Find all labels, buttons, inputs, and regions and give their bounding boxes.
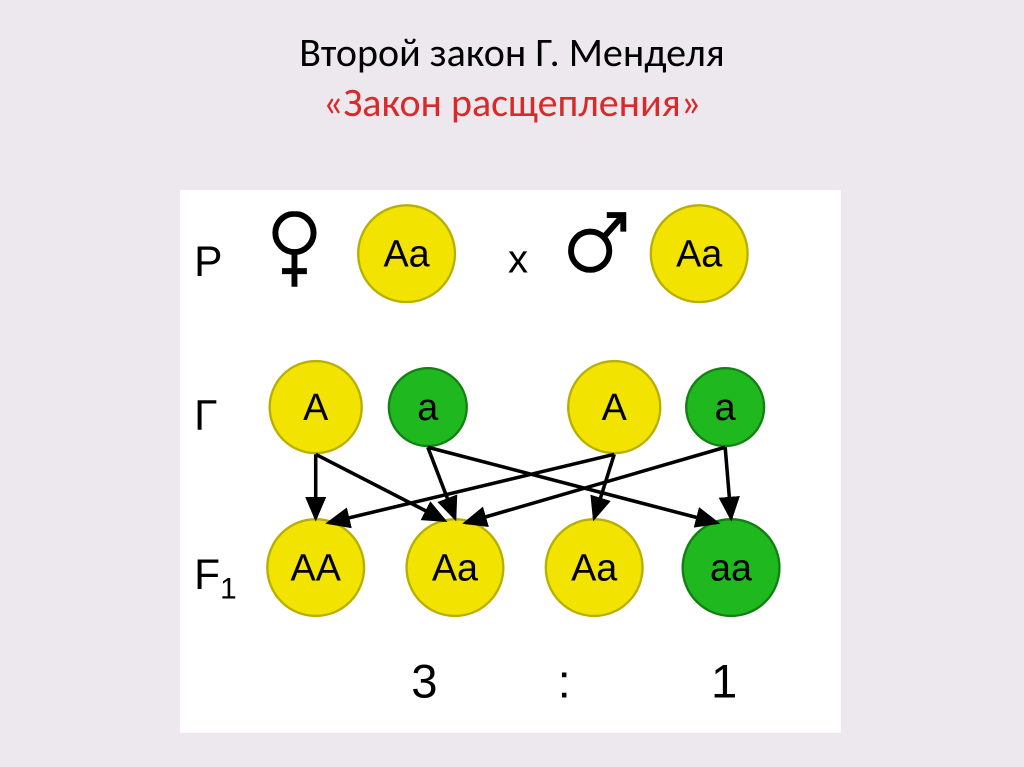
row-label-gametes: Г: [194, 391, 217, 441]
f1-base: F: [194, 550, 220, 598]
female-icon: [263, 211, 327, 297]
offspring-circle: Aa: [405, 518, 504, 617]
ratio-three: 3: [411, 656, 437, 709]
gamete-circle: A: [269, 360, 363, 454]
slide: Второй закон Г. Менделя «Закон расщеплен…: [0, 0, 1024, 767]
parent-circle: Aa: [650, 204, 749, 303]
male-icon: [565, 211, 629, 281]
row-label-f1: F1: [194, 550, 236, 607]
offspring-circle: aa: [682, 518, 781, 617]
title-line-1: Второй закон Г. Менделя: [0, 28, 1024, 78]
ratio-colon: :: [558, 656, 571, 709]
slide-title: Второй закон Г. Менделя «Закон расщеплен…: [0, 0, 1024, 128]
f1-sub: 1: [220, 573, 237, 606]
title-line-2: «Закон расщепления»: [0, 78, 1024, 128]
gamete-circle: a: [388, 367, 468, 447]
gamete-circle: A: [567, 360, 661, 454]
ratio-one: 1: [711, 656, 737, 709]
cross-symbol: x: [508, 237, 528, 283]
parent-circle: Aa: [357, 204, 456, 303]
mendel-diagram: P Г F1 x AaAaAaAaAAAaAaaa 3 : 1: [180, 190, 841, 733]
offspring-circle: Aa: [545, 518, 644, 617]
gamete-circle: a: [685, 367, 765, 447]
row-label-parents: P: [194, 237, 222, 287]
offspring-circle: AA: [266, 518, 365, 617]
